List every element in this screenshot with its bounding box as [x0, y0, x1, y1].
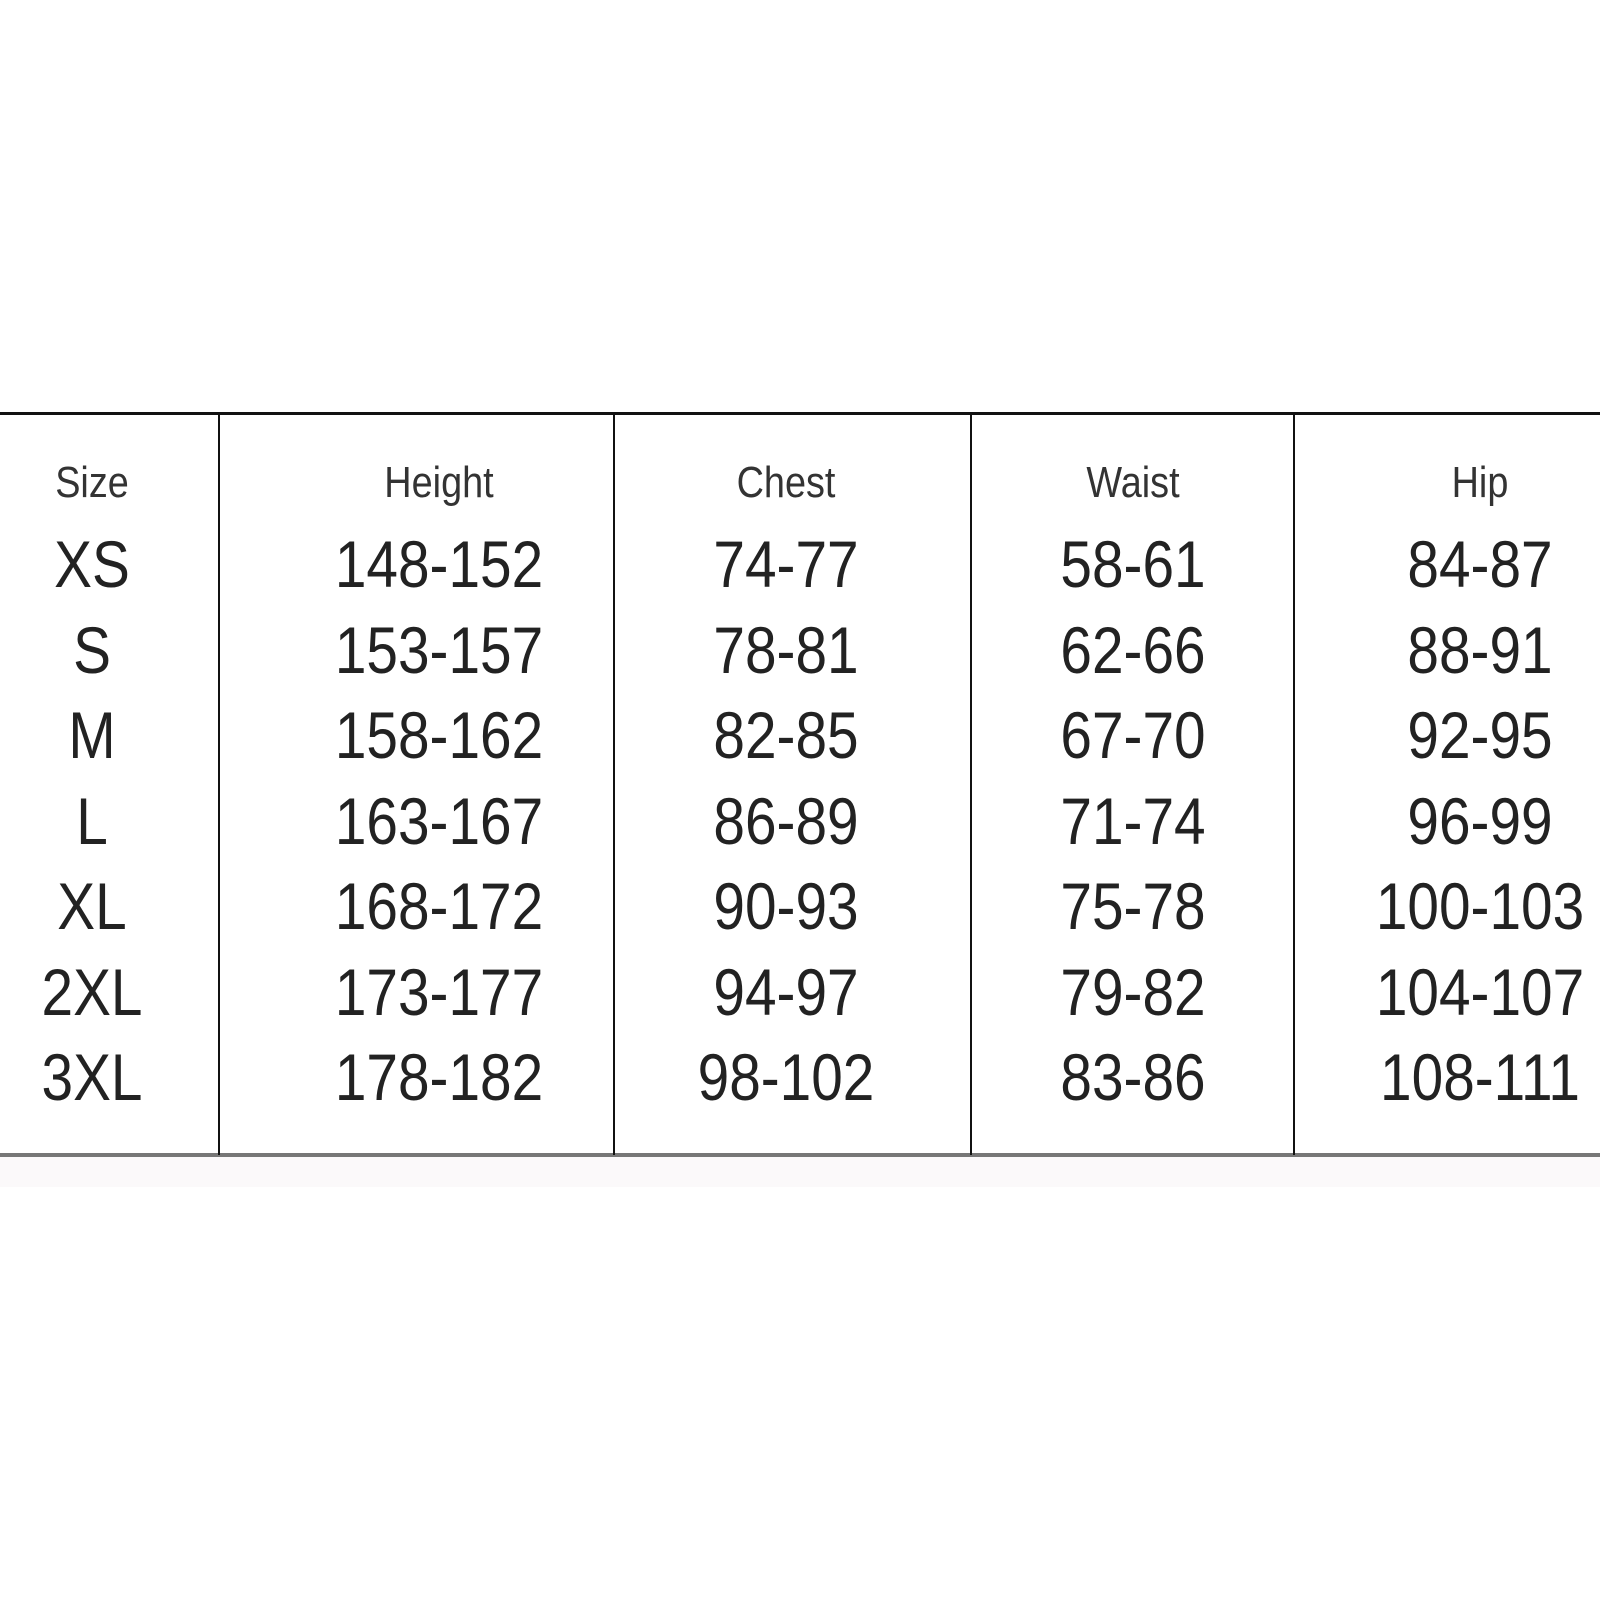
table-cell: 84-87: [1407, 527, 1553, 601]
column-header-waist: Waist: [1086, 458, 1180, 507]
table-footer-band: [0, 1157, 1600, 1187]
table-cell: 78-81: [713, 612, 859, 687]
table-cell: 98-102: [697, 1040, 875, 1114]
table-cell: 88-91: [1407, 612, 1553, 687]
table-bottom-border: [0, 1153, 1600, 1157]
table-cell: 74-77: [713, 527, 859, 601]
table-cell: 86-89: [713, 783, 859, 858]
column-divider: [1293, 412, 1295, 1155]
table-cell: 58-61: [1060, 527, 1206, 601]
table-cell: 90-93: [713, 869, 859, 943]
table-cell: 96-99: [1407, 783, 1553, 858]
size-chart-table: [0, 412, 1600, 1159]
table-cell: 71-74: [1060, 783, 1206, 858]
table-cell: 153-157: [334, 612, 544, 687]
table-cell: 3XL: [41, 1040, 143, 1114]
table-cell: M: [68, 698, 116, 772]
table-cell: 94-97: [713, 954, 859, 1029]
table-cell: XL: [57, 869, 127, 943]
table-cell: 82-85: [713, 698, 859, 772]
table-cell: 108-111: [1380, 1040, 1580, 1114]
column-divider: [613, 412, 615, 1155]
column-header-height: Height: [384, 458, 494, 507]
table-cell: XS: [54, 527, 130, 601]
table-cell: 168-172: [334, 869, 544, 943]
table-cell: 163-167: [334, 783, 544, 858]
table-cell: S: [73, 612, 111, 687]
table-cell: 148-152: [334, 527, 544, 601]
table-cell: L: [76, 783, 108, 858]
table-cell: 178-182: [334, 1040, 544, 1114]
table-cell: 83-86: [1060, 1040, 1206, 1114]
column-header-chest: Chest: [736, 458, 836, 507]
table-cell: 79-82: [1060, 954, 1206, 1029]
table-cell: 75-78: [1060, 869, 1206, 943]
table-cell: 62-66: [1060, 612, 1206, 687]
column-divider: [218, 412, 220, 1155]
column-header-hip: Hip: [1451, 458, 1509, 507]
table-cell: 67-70: [1060, 698, 1206, 772]
table-cell: 173-177: [334, 954, 544, 1029]
table-cell: 104-107: [1375, 954, 1585, 1029]
column-divider: [970, 412, 972, 1155]
column-header-size: Size: [55, 458, 129, 507]
table-cell: 2XL: [41, 954, 143, 1029]
table-cell: 158-162: [334, 698, 544, 772]
table-cell: 92-95: [1407, 698, 1553, 772]
table-cell: 100-103: [1375, 869, 1585, 943]
